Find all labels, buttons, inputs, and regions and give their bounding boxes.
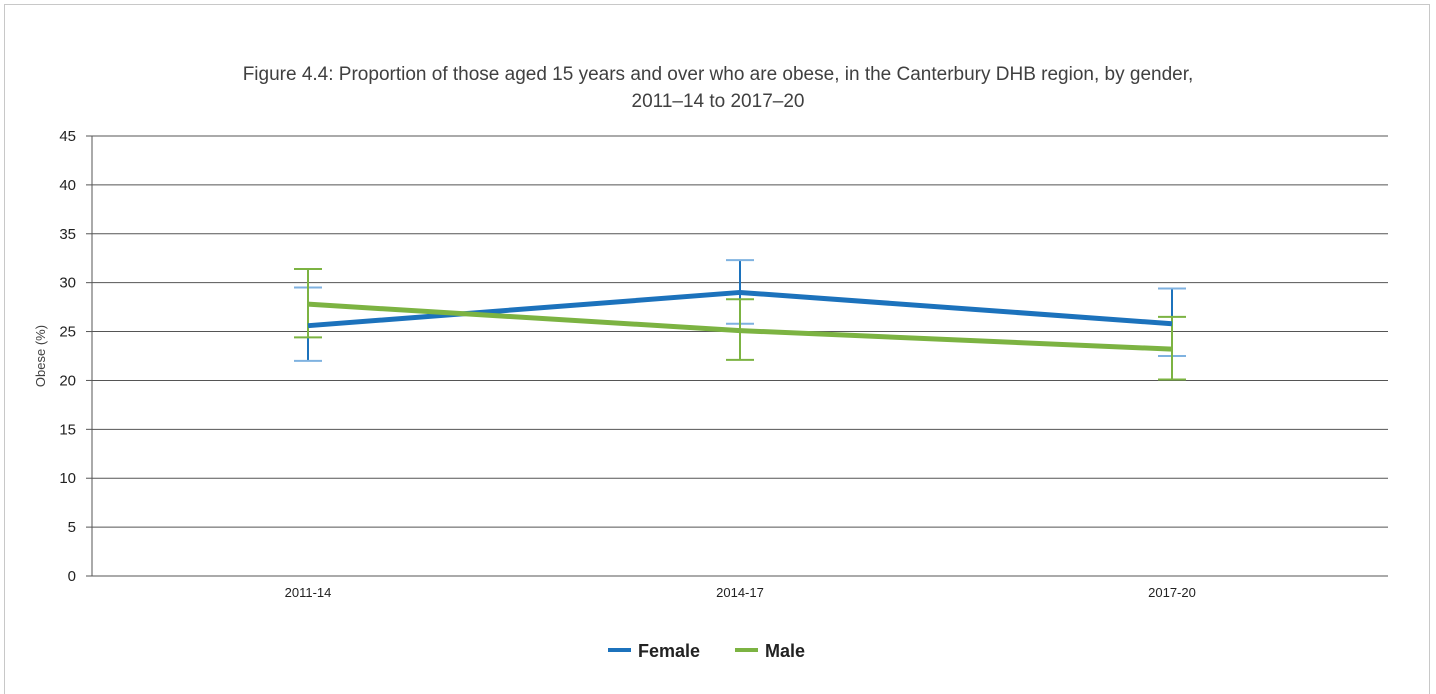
x-tick-label: 2014-17 bbox=[716, 585, 764, 600]
y-tick-label: 25 bbox=[59, 324, 76, 341]
x-tick-label: 2011-14 bbox=[285, 585, 332, 600]
y-tick-label: 15 bbox=[59, 421, 76, 438]
y-axis-ticks: 0 5 10 15 20 25 30 35 40 45 bbox=[59, 128, 76, 585]
legend: Female Male bbox=[608, 641, 805, 661]
y-axis-label: Obese (%) bbox=[33, 325, 48, 387]
series-group bbox=[294, 259, 1186, 381]
gridlines bbox=[86, 135, 1388, 577]
y-tick-label: 10 bbox=[59, 470, 76, 487]
y-tick-label: 35 bbox=[59, 226, 76, 243]
male-series-line bbox=[307, 301, 1173, 352]
x-axis-ticks: 2011-14 2014-17 2017-20 bbox=[285, 585, 1196, 600]
male-legend-label: Male bbox=[765, 641, 805, 661]
y-tick-label: 30 bbox=[59, 275, 76, 292]
y-tick-label: 40 bbox=[59, 177, 76, 194]
y-tick-label: 45 bbox=[59, 128, 76, 145]
y-tick-label: 20 bbox=[59, 372, 76, 389]
chart-frame bbox=[4, 4, 1430, 694]
x-tick-label: 2017-20 bbox=[1148, 585, 1196, 600]
chart-title: Figure 4.4: Proportion of those aged 15 … bbox=[243, 64, 1194, 85]
y-tick-label: 5 bbox=[68, 519, 76, 536]
female-legend-label: Female bbox=[638, 641, 700, 661]
y-tick-label: 0 bbox=[68, 568, 76, 585]
chart-subtitle: 2011–14 to 2017–20 bbox=[632, 91, 805, 112]
